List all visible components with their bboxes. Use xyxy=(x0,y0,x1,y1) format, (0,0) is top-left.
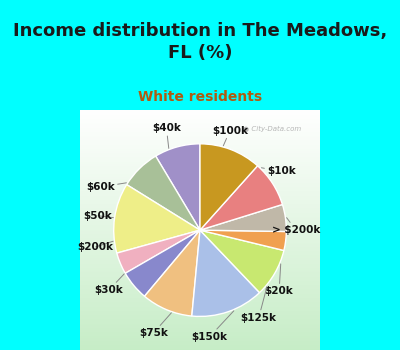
Text: $150k: $150k xyxy=(192,311,234,342)
Text: > $200k: > $200k xyxy=(272,218,320,235)
Wedge shape xyxy=(156,144,200,230)
Text: $20k: $20k xyxy=(265,264,294,296)
Wedge shape xyxy=(144,230,200,316)
Wedge shape xyxy=(200,144,258,230)
Text: Income distribution in The Meadows,
FL (%): Income distribution in The Meadows, FL (… xyxy=(13,22,387,62)
Wedge shape xyxy=(200,230,286,251)
Text: White residents: White residents xyxy=(138,90,262,104)
Text: $30k: $30k xyxy=(94,274,124,295)
Text: $75k: $75k xyxy=(139,313,171,338)
Text: ● City-Data.com: ● City-Data.com xyxy=(243,126,302,133)
Text: $60k: $60k xyxy=(86,182,126,192)
Text: $100k: $100k xyxy=(212,126,248,146)
Text: $40k: $40k xyxy=(152,123,181,148)
Wedge shape xyxy=(127,156,200,230)
Text: $125k: $125k xyxy=(241,286,277,323)
Wedge shape xyxy=(117,230,200,273)
Wedge shape xyxy=(192,230,260,316)
Wedge shape xyxy=(200,204,286,231)
Wedge shape xyxy=(114,184,200,253)
Wedge shape xyxy=(125,230,200,296)
Text: $200k: $200k xyxy=(78,241,114,252)
Wedge shape xyxy=(200,230,284,293)
Wedge shape xyxy=(200,166,282,230)
Text: $10k: $10k xyxy=(261,166,296,176)
Text: $50k: $50k xyxy=(84,211,113,221)
